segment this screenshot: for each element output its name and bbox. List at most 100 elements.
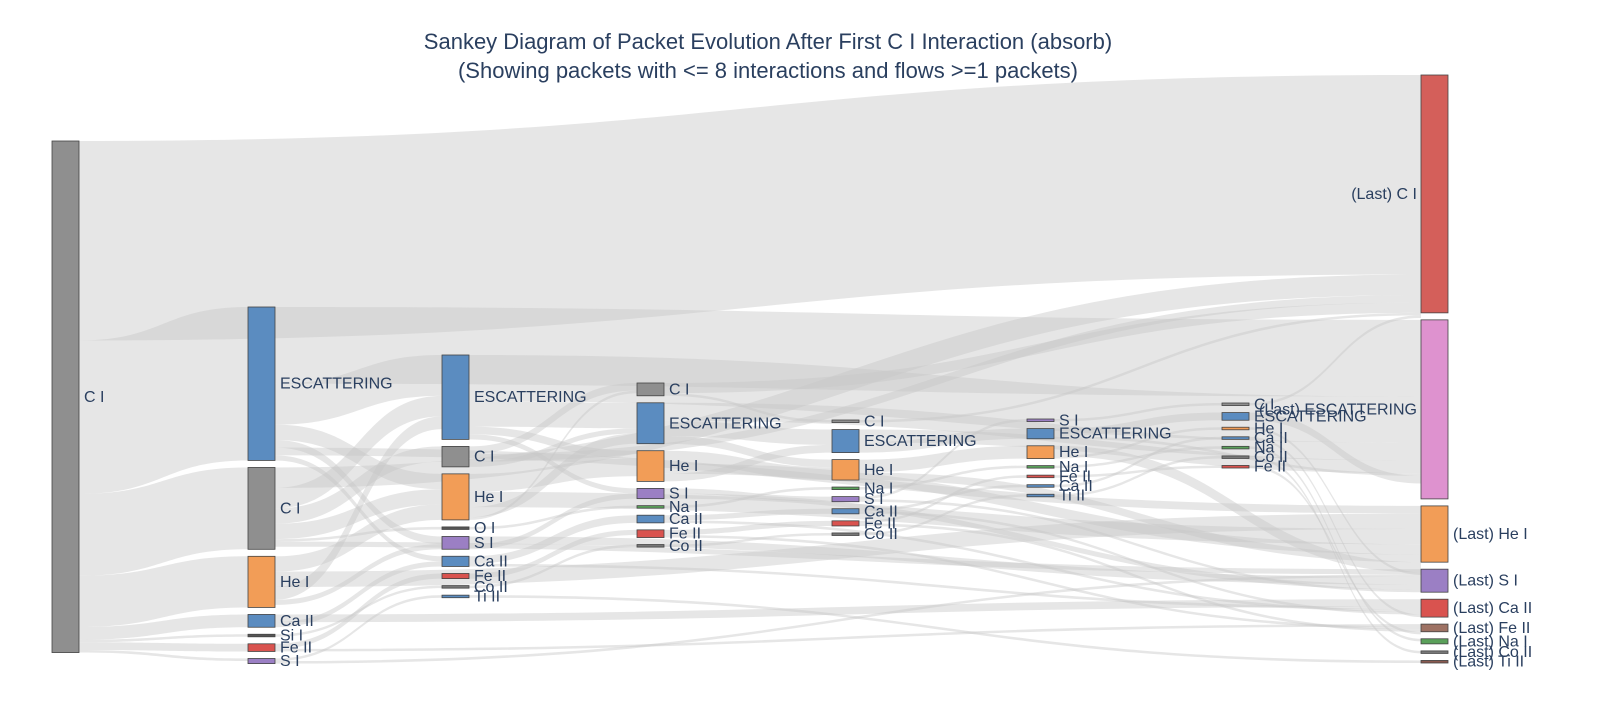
sankey-link bbox=[275, 544, 442, 605]
sankey-node-label: (Last) He I bbox=[1453, 526, 1528, 543]
sankey-node bbox=[1026, 465, 1055, 469]
sankey-node bbox=[1420, 74, 1449, 314]
sankey-node bbox=[831, 496, 860, 503]
sankey-node bbox=[1026, 484, 1055, 488]
sankey-link bbox=[664, 393, 832, 423]
sankey-link bbox=[859, 511, 1421, 615]
sankey-link bbox=[469, 383, 637, 455]
sankey-link bbox=[469, 563, 1421, 610]
sankey-node bbox=[636, 514, 665, 524]
sankey-node bbox=[441, 594, 470, 599]
sankey-node-label: He I bbox=[280, 574, 309, 591]
sankey-link bbox=[664, 508, 832, 521]
sankey-link bbox=[275, 573, 442, 649]
sankey-node bbox=[831, 419, 860, 423]
sankey-node-label: S I bbox=[474, 535, 494, 552]
sankey-link bbox=[859, 445, 1027, 473]
sankey-link bbox=[275, 561, 442, 628]
sankey-link bbox=[859, 465, 1027, 490]
sankey-node-label: Co II bbox=[474, 579, 508, 596]
sankey-link bbox=[275, 595, 442, 662]
sankey-node-label: ESCATTERING bbox=[1059, 426, 1172, 443]
sankey-link bbox=[1249, 465, 1421, 635]
sankey-link bbox=[79, 634, 248, 643]
sankey-link bbox=[469, 529, 637, 579]
sankey-node-label: S I bbox=[864, 491, 884, 508]
sankey-link bbox=[1054, 465, 1222, 478]
sankey-node-label: C I bbox=[280, 500, 300, 517]
sankey-link bbox=[469, 515, 637, 564]
sankey-node bbox=[1026, 493, 1055, 498]
sankey-node-label: C I bbox=[474, 449, 494, 466]
sankey-link bbox=[1054, 427, 1222, 459]
sankey-node bbox=[636, 488, 665, 500]
sankey-node bbox=[247, 306, 276, 461]
sankey-link bbox=[1054, 403, 1222, 422]
sankey-link bbox=[469, 458, 637, 492]
sankey-link bbox=[275, 446, 442, 524]
sankey-link bbox=[664, 450, 832, 481]
sankey-node bbox=[831, 486, 860, 490]
sankey-link bbox=[275, 307, 1421, 397]
sankey-node-label: Fe II bbox=[864, 515, 896, 532]
chart-title-line-2: (Showing packets with <= 8 interactions … bbox=[458, 58, 1078, 83]
sankey-link bbox=[664, 487, 832, 509]
sankey-node bbox=[441, 473, 470, 521]
sankey-node bbox=[1221, 455, 1250, 459]
sankey-node bbox=[441, 585, 470, 589]
sankey-link bbox=[469, 505, 637, 530]
sankey-node-label: Si I bbox=[280, 628, 303, 645]
sankey-link bbox=[79, 467, 248, 576]
sankey-link bbox=[469, 428, 637, 467]
sankey-link bbox=[469, 426, 637, 459]
sankey-link bbox=[664, 534, 1421, 630]
sankey-link bbox=[1249, 436, 1421, 618]
sankey-link bbox=[275, 585, 442, 637]
sankey-link bbox=[469, 294, 1421, 462]
sankey-node bbox=[831, 520, 860, 527]
sankey-node-label: (Last) S I bbox=[1453, 573, 1518, 590]
sankey-node-label: Na I bbox=[1254, 440, 1283, 457]
sankey-node bbox=[831, 459, 860, 481]
sankey-node-label: Co II bbox=[669, 538, 703, 555]
sankey-link bbox=[469, 401, 637, 429]
sankey-node bbox=[636, 382, 665, 397]
sankey-node bbox=[1420, 623, 1449, 633]
sankey-node-label: Ca II bbox=[864, 503, 898, 520]
sankey-link bbox=[1249, 446, 1421, 642]
sankey-node-label: O I bbox=[474, 520, 495, 537]
sankey-link bbox=[79, 649, 248, 662]
sankey-link bbox=[79, 556, 248, 627]
sankey-link bbox=[275, 424, 442, 490]
sankey-node-label: Ca II bbox=[669, 511, 703, 528]
sankey-link bbox=[1054, 436, 1222, 488]
sankey-link bbox=[664, 436, 832, 468]
sankey-node bbox=[1221, 436, 1250, 440]
sankey-node-label: ESCATTERING bbox=[864, 433, 977, 450]
sankey-node-label: He I bbox=[1254, 421, 1283, 438]
sankey-link bbox=[1054, 412, 1222, 437]
sankey-link bbox=[1054, 446, 1222, 469]
sankey-link bbox=[469, 355, 1421, 443]
sankey-node bbox=[1221, 402, 1250, 406]
sankey-link bbox=[275, 513, 1421, 587]
sankey-node bbox=[636, 529, 665, 538]
sankey-link bbox=[859, 428, 1027, 453]
sankey-node bbox=[1026, 445, 1055, 459]
sankey-node-label: (Last) Ca II bbox=[1453, 600, 1532, 617]
sankey-link bbox=[469, 536, 1421, 585]
sankey-node-label: Na I bbox=[1059, 459, 1088, 476]
sankey-link bbox=[275, 504, 442, 572]
sankey-link bbox=[664, 493, 1421, 590]
sankey-node-label: C I bbox=[84, 389, 104, 406]
sankey-link bbox=[859, 312, 1421, 423]
sankey-node bbox=[441, 555, 470, 567]
sankey-link bbox=[275, 355, 442, 425]
sankey-node-label: C I bbox=[864, 413, 884, 430]
sankey-link bbox=[275, 274, 1421, 488]
sankey-node-label: ESCATTERING bbox=[474, 389, 587, 406]
sankey-link bbox=[1054, 455, 1222, 497]
links-layer bbox=[79, 75, 1421, 664]
sankey-link bbox=[469, 434, 637, 494]
sankey-node-label: (Last) ESCATTERING bbox=[1259, 401, 1417, 418]
